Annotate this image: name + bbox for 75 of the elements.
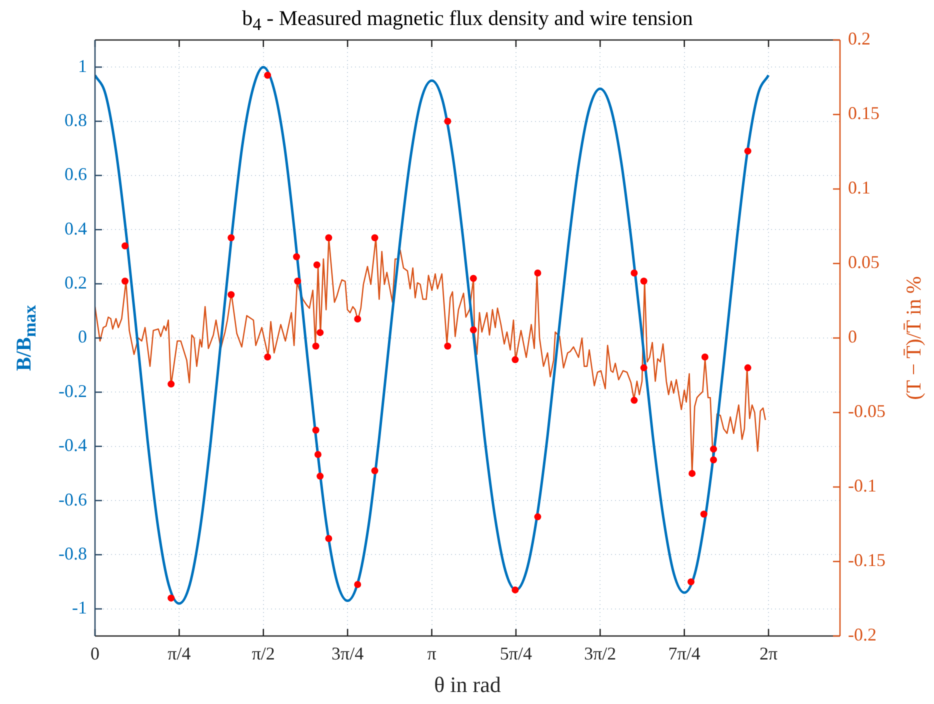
point: [701, 353, 708, 360]
point: [688, 578, 694, 586]
point: [640, 364, 648, 372]
point: [316, 329, 324, 336]
x-tick-label: 5π/4: [500, 644, 532, 664]
point: [444, 342, 452, 350]
x-axis-title: θ in rad: [433, 672, 502, 698]
line-series: [95, 66, 770, 605]
point: [325, 534, 332, 542]
y2-tick-label: 0.2: [848, 28, 870, 49]
y-tick-label: 0.4: [64, 218, 87, 238]
point: [744, 364, 752, 372]
x-tick-label: 2π: [759, 644, 778, 664]
x-tick-label: 3π/4: [332, 644, 364, 664]
x-tick-label: 3π/2: [584, 644, 616, 664]
y2-tick-label: -0.1: [848, 476, 876, 496]
point: [534, 513, 542, 520]
y2-tick-label: 0.15: [848, 103, 880, 124]
point: [122, 242, 129, 250]
point: [470, 326, 477, 334]
x-tick-label: 0: [90, 644, 100, 664]
point: [312, 426, 320, 434]
point: [228, 291, 235, 298]
chart-title: b$_{4}$ - Measured magnetic flux density and wire tension: [241, 6, 694, 36]
y-tick-label: -0.2: [58, 380, 87, 401]
point: [354, 581, 362, 588]
y-tick-label: 0.8: [64, 110, 87, 130]
point: [316, 472, 324, 480]
point: [168, 380, 175, 388]
point: [470, 274, 477, 282]
point: [264, 353, 272, 360]
y-tick-label: 0.2: [64, 272, 87, 293]
point: [312, 342, 320, 350]
point: [744, 148, 752, 155]
y2-axis-title: (T − T̄)/T̄ in %: [902, 276, 926, 400]
y2-tick-label: -0.05: [848, 401, 886, 422]
y-tick-label: -0.4: [58, 435, 87, 456]
point: [122, 278, 129, 285]
y-tick-label: -1: [72, 598, 87, 618]
point: [630, 269, 638, 276]
point: [710, 456, 718, 464]
point: [640, 278, 648, 285]
y-tick-label: -0.8: [58, 543, 87, 564]
point: [512, 586, 519, 594]
y2-tick-label: 0: [848, 326, 857, 347]
point: [325, 234, 332, 242]
point: [700, 510, 708, 518]
point: [228, 234, 235, 242]
point: [534, 269, 542, 276]
point: [168, 594, 175, 602]
point: [354, 316, 362, 323]
x-tick-label: π/4: [168, 644, 191, 664]
point: [264, 72, 272, 79]
point: [293, 253, 300, 260]
y-tick-label: 0.6: [64, 164, 87, 184]
point: [313, 261, 320, 268]
y2-tick-label: -0.2: [848, 624, 876, 645]
point: [512, 356, 519, 364]
y2-tick-label: -0.15: [848, 550, 886, 570]
y2-tick-label: 0.05: [848, 252, 880, 272]
point: [371, 234, 378, 242]
y-tick-label: 1: [78, 56, 87, 76]
point: [688, 470, 696, 477]
x-tick-label: π: [427, 644, 436, 664]
point: [371, 467, 378, 474]
point: [710, 446, 718, 453]
point: [630, 396, 638, 404]
x-tick-label: 7π/4: [668, 644, 700, 664]
point: [314, 450, 322, 458]
x-tick-label: π/2: [252, 644, 275, 664]
point: [294, 278, 302, 285]
y-tick-label: 0: [78, 326, 87, 347]
y2-tick-label: 0.1: [848, 178, 870, 198]
point: [444, 118, 452, 125]
y-tick-label: -0.6: [58, 489, 87, 510]
